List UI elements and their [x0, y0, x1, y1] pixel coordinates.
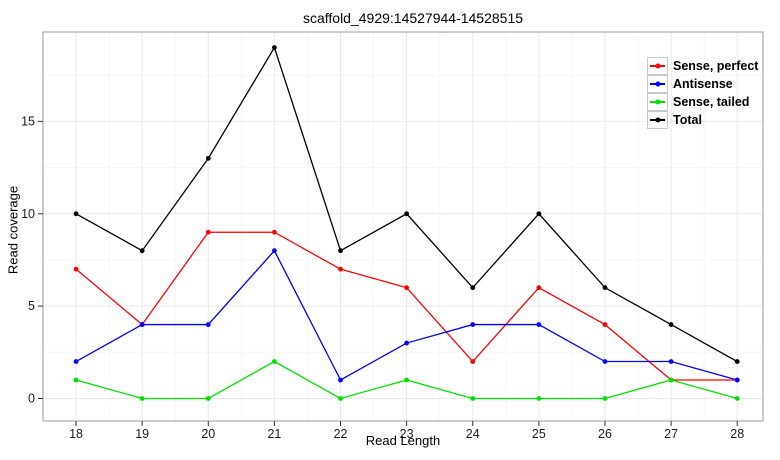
legend-key-icon [647, 74, 668, 93]
series-point-3 [536, 211, 542, 217]
series-point-0 [470, 359, 476, 364]
series-point-1 [404, 340, 410, 346]
series-point-3 [734, 359, 740, 364]
legend-key-dot [655, 117, 660, 122]
series-point-3 [602, 285, 608, 291]
series-point-1 [73, 359, 79, 364]
series-point-1 [734, 377, 740, 383]
y-axis-label: Read coverage [5, 185, 21, 275]
legend-item: Sense, tailed [647, 92, 758, 111]
series-point-2 [668, 377, 674, 383]
legend-key-icon [647, 57, 668, 75]
legend-key-icon [647, 92, 668, 111]
series-point-3 [668, 322, 674, 327]
legend-key-dot [655, 63, 660, 69]
x-tick-label: 21 [267, 427, 281, 441]
x-tick-label: 26 [598, 427, 612, 441]
series-point-1 [272, 248, 277, 254]
series-point-2 [734, 396, 740, 401]
series-point-3 [470, 285, 476, 291]
legend-label: Antisense [673, 77, 733, 91]
series-point-3 [139, 248, 145, 254]
legend-item: Sense, perfect [647, 57, 758, 75]
series-point-2 [536, 396, 542, 401]
series-point-1 [205, 322, 211, 327]
x-tick-label: 25 [532, 427, 546, 441]
series-point-0 [536, 285, 542, 291]
legend-item: Total [647, 110, 758, 129]
series-point-0 [602, 322, 608, 327]
series-point-1 [602, 359, 608, 364]
series-point-3 [73, 211, 79, 217]
series-point-2 [404, 377, 410, 383]
series-point-0 [338, 266, 343, 272]
legend-key-icon [647, 110, 668, 129]
series-point-2 [73, 377, 79, 383]
series-point-3 [404, 211, 410, 217]
x-tick-label: 24 [466, 427, 480, 441]
x-tick-label: 18 [69, 427, 83, 441]
x-tick-label: 23 [400, 427, 414, 441]
series-point-0 [272, 229, 277, 235]
y-tick-label: 5 [28, 299, 35, 313]
legend-key-dot [655, 81, 660, 86]
legend: Sense, perfect Antisense Sense, tailed Tota… [647, 57, 758, 129]
series-point-1 [139, 322, 145, 327]
x-tick-label: 28 [730, 427, 744, 441]
x-tick-label: 22 [334, 427, 348, 441]
chart-title: scaffold_4929:14527944-14528515 [302, 10, 524, 26]
x-tick-label: 27 [664, 427, 678, 441]
series-point-3 [338, 248, 343, 254]
series-point-1 [536, 322, 542, 327]
series-point-3 [272, 45, 277, 50]
series-point-2 [602, 396, 608, 401]
series-point-1 [668, 359, 674, 364]
panel-border [42, 31, 764, 422]
y-tick-label: 0 [28, 391, 35, 405]
series-point-0 [205, 229, 211, 235]
series-point-0 [404, 285, 410, 291]
x-tick-label: 20 [201, 427, 215, 441]
series-point-1 [338, 377, 343, 383]
series-point-2 [139, 396, 145, 401]
y-tick-label: 15 [21, 114, 35, 128]
series-point-2 [272, 359, 277, 364]
y-tick-label: 10 [21, 207, 35, 221]
legend-item: Antisense [647, 74, 758, 93]
legend-key-dot [655, 99, 660, 104]
series-point-2 [470, 396, 476, 401]
series-point-2 [338, 396, 343, 401]
series-point-3 [205, 155, 211, 161]
legend-label: Total [673, 113, 702, 127]
x-tick-label: 19 [135, 427, 149, 441]
legend-label: Sense, perfect [673, 59, 759, 73]
x-axis-label: Read Length [365, 433, 441, 448]
series-point-2 [205, 396, 211, 401]
series-point-0 [73, 266, 79, 272]
series-point-1 [470, 322, 476, 327]
legend-label: Sense, tailed [673, 95, 750, 109]
